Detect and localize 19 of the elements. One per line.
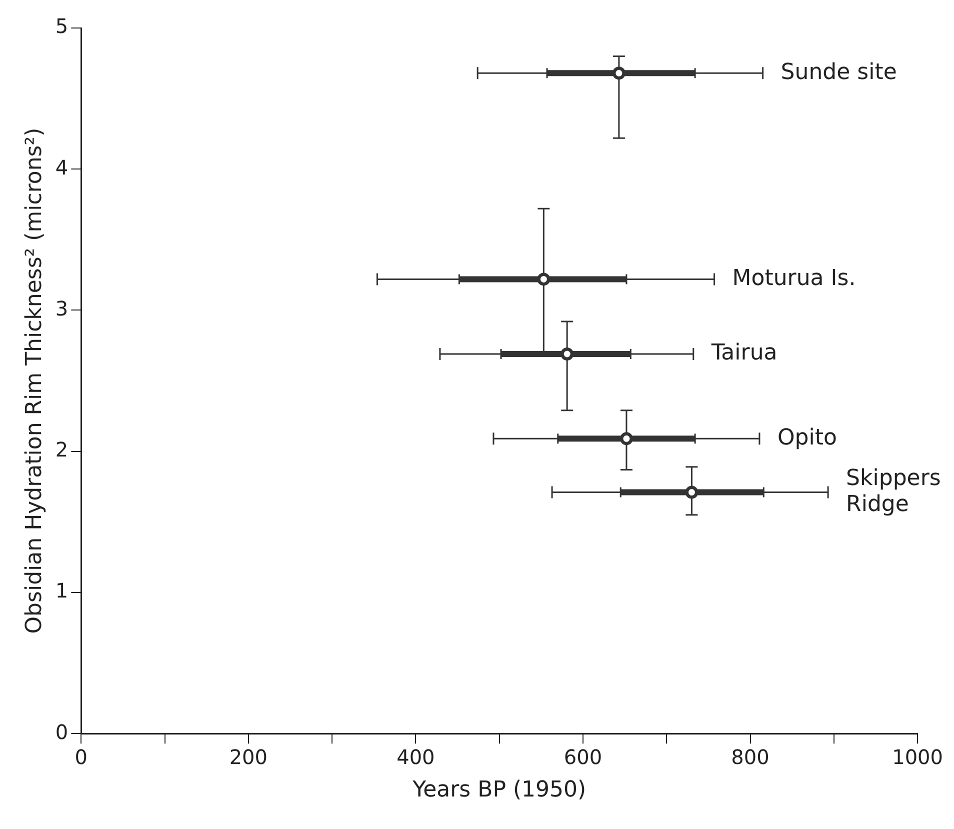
y-tick-label: 2	[55, 438, 68, 462]
x-tick-label: 1000	[892, 744, 944, 769]
annotation: Opito	[777, 425, 837, 450]
x-tick-label: 800	[731, 744, 770, 769]
x-tick-label: 0	[74, 744, 88, 769]
y-tick-label: 5	[55, 14, 68, 38]
x-tick-label: 200	[229, 744, 268, 769]
y-axis-title: Obsidian Hydration Rim Thickness² (microns²)	[22, 128, 47, 634]
y-tick-label: 0	[55, 720, 68, 744]
y-tick-label: 3	[55, 296, 68, 320]
y-tick-label: 4	[55, 155, 68, 180]
x-tick-label: 400	[396, 744, 435, 769]
y-tick-label: 1	[55, 578, 68, 603]
annotation: Moturua Is.	[732, 266, 856, 291]
x-axis-title: Years BP (1950)	[412, 778, 586, 803]
annotation: Tairua	[710, 340, 778, 366]
annotation: Sunde site	[780, 60, 897, 85]
annotation: Skippers Ridge	[846, 466, 941, 518]
x-tick-label: 600	[564, 744, 602, 769]
